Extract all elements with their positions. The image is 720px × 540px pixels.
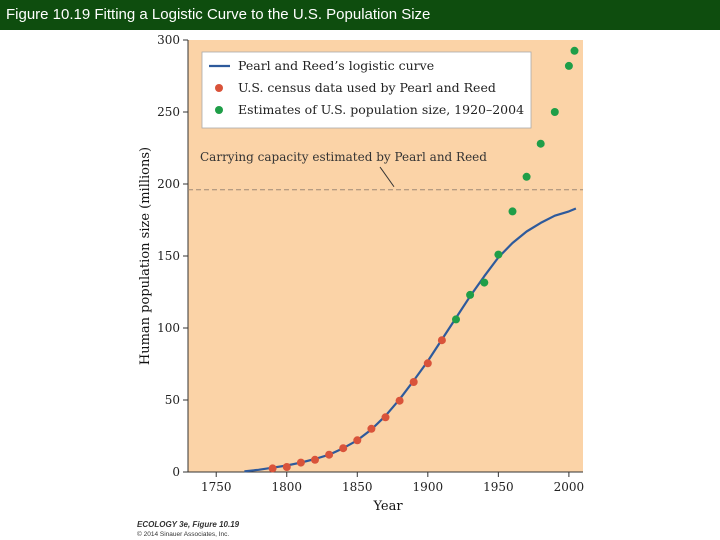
x-axis-label: Year	[372, 499, 403, 514]
census-data-point	[282, 463, 291, 471]
census-data-point	[268, 464, 277, 473]
y-tick-label: 50	[165, 393, 180, 407]
x-tick-label: 1900	[413, 480, 444, 494]
y-tick-label: 200	[157, 177, 180, 191]
estimate-data-point	[466, 290, 475, 299]
y-axis-label: Human population size (millions)	[138, 147, 153, 365]
x-tick-label: 1750	[201, 480, 232, 494]
estimate-data-point	[550, 108, 559, 116]
y-tick-label: 100	[157, 321, 180, 335]
census-data-point	[437, 336, 446, 345]
credit-line-2: © 2014 Sinauer Associates, Inc.	[137, 531, 230, 538]
census-data-point	[409, 378, 418, 386]
y-tick-label: 0	[172, 465, 180, 479]
census-data-point	[423, 359, 432, 368]
annotation-pointer	[379, 166, 395, 188]
estimate-data-point	[536, 139, 545, 148]
title-bar: Figure 10.19 Fitting a Logistic Curve to…	[0, 0, 720, 30]
legend-label: U.S. census data used by Pearl and Reed	[238, 80, 496, 95]
carrying-capacity-annotation: Carrying capacity estimated by Pearl and…	[200, 150, 487, 164]
x-tick-label: 2000	[554, 480, 585, 494]
census-data-point	[296, 458, 305, 467]
estimate-data-point	[480, 278, 489, 287]
x-tick-label: 1850	[342, 480, 373, 494]
credit-line-1: ECOLOGY 3e, Figure 10.19	[137, 520, 240, 529]
census-data-point	[395, 396, 404, 405]
estimate-data-point	[522, 172, 531, 181]
estimate-data-point	[570, 46, 579, 55]
estimate-data-point	[564, 61, 573, 70]
census-data-point	[339, 444, 348, 453]
estimate-data-point	[452, 315, 460, 324]
y-tick-label: 150	[157, 249, 180, 263]
census-data-point	[325, 450, 334, 459]
census-data-point	[381, 413, 390, 422]
x-tick-label: 1800	[271, 480, 302, 494]
legend-box	[201, 51, 532, 129]
estimate-data-point	[494, 250, 503, 259]
y-tick-label: 250	[157, 105, 180, 119]
census-data-point	[353, 436, 362, 445]
y-tick-label: 300	[157, 33, 180, 47]
legend-label: Pearl and Reed’s logistic curve	[238, 58, 434, 73]
estimate-data-point	[508, 207, 517, 216]
census-data-point	[311, 455, 319, 464]
x-tick-label: 1950	[483, 480, 514, 494]
page-title: Figure 10.19 Fitting a Logistic Curve to…	[6, 6, 431, 23]
legend-label: Estimates of U.S. population size, 1920–…	[238, 102, 524, 117]
legend-dot-swatch	[215, 84, 223, 92]
legend-dot-swatch	[215, 106, 223, 114]
census-data-point	[367, 424, 376, 433]
